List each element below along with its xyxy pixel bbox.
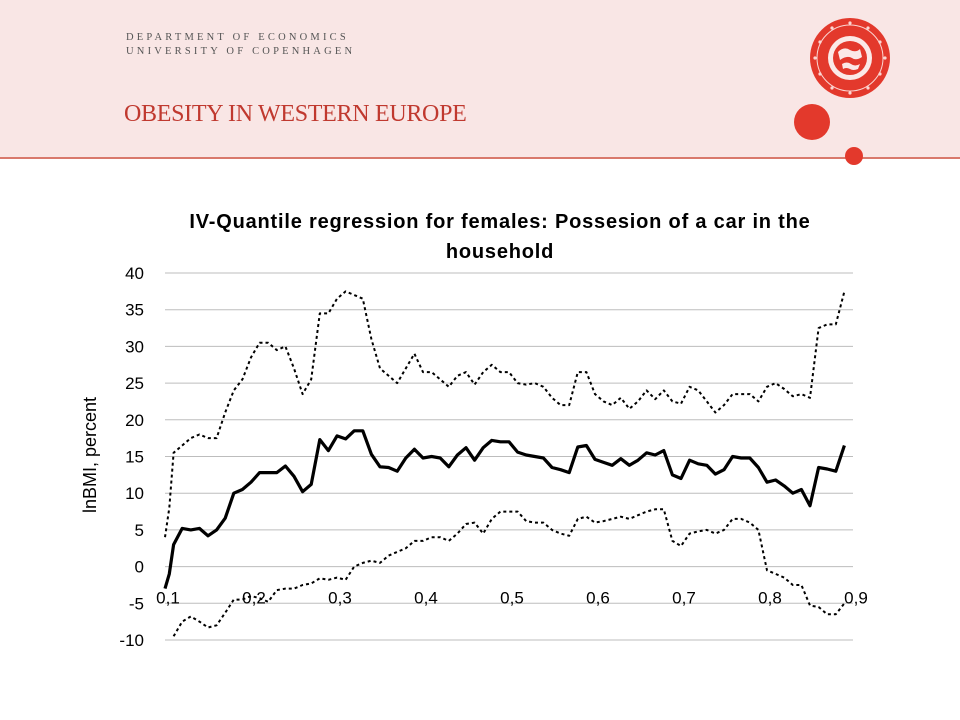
x-tick-label: 0,8	[758, 589, 782, 608]
chart-title-line2: household	[445, 241, 555, 263]
y-tick-label: 5	[135, 521, 144, 540]
grid-layer	[165, 272, 853, 641]
series-layer	[163, 290, 846, 637]
x-tick-label: 0,4	[414, 589, 438, 608]
y-tick-label: 35	[125, 301, 144, 320]
y-tick-label: 20	[125, 411, 144, 430]
x-tick-label: 0,3	[328, 589, 352, 608]
y-tick-label: 0	[135, 558, 144, 577]
y-tick-label: 30	[125, 337, 144, 356]
y-tick-label: 25	[125, 374, 144, 393]
decorative-dot-small	[845, 147, 863, 165]
x-tick-label: 0,7	[672, 589, 696, 608]
x-tick-label: 0,5	[500, 589, 524, 608]
x-axis-ticks: 0,1 0,2 0,3 0,4 0,5 0,6 0,7 0,8 0,9	[156, 589, 868, 608]
x-tick-label: 0,2	[242, 589, 266, 608]
x-tick-label: 0,1	[156, 589, 180, 608]
chart-title-line1: IV-Quantile regression for females: Poss…	[189, 211, 811, 233]
series-estimate-line	[163, 429, 846, 590]
y-tick-label: 40	[125, 264, 144, 283]
header-banner: DEPARTMENT OF ECONOMICS UNIVERSITY OF CO…	[0, 0, 960, 159]
y-tick-label: 15	[125, 448, 144, 467]
x-tick-label: 0,6	[586, 589, 610, 608]
y-tick-label: 10	[125, 484, 144, 503]
chart-title: IV-Quantile regression for females: Poss…	[130, 207, 870, 267]
decorative-dot-large	[794, 104, 830, 140]
x-tick-label: 0,9	[844, 589, 868, 608]
y-axis-ticks: 40 35 30 25 20 15 10 5 0 -5 -10	[119, 264, 144, 650]
y-tick-label: -10	[119, 631, 144, 650]
series-confidence-bound-2	[172, 508, 846, 637]
series-confidence-bound-1	[164, 290, 846, 538]
university-seal-icon	[810, 18, 890, 98]
y-axis-title: lnBMI, percent	[80, 397, 100, 513]
department-name: DEPARTMENT OF ECONOMICS	[126, 32, 349, 43]
slide-title: OBESITY IN WESTERN EUROPE	[124, 101, 467, 127]
university-name: UNIVERSITY OF COPENHAGEN	[126, 46, 356, 57]
y-tick-label: -5	[129, 594, 144, 613]
